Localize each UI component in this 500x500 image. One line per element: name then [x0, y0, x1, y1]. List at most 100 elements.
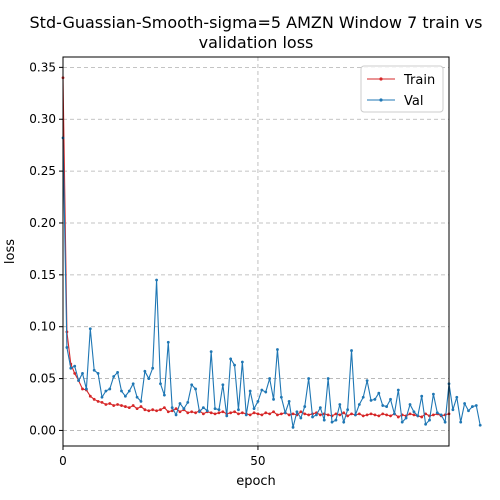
- data-point-val: [233, 363, 236, 367]
- data-point-val: [342, 420, 346, 424]
- data-point-train: [112, 404, 116, 407]
- data-point-val: [100, 395, 104, 399]
- data-point-train: [307, 413, 311, 417]
- data-point-train: [350, 412, 353, 416]
- data-point-train: [377, 414, 381, 418]
- data-point-val: [396, 388, 400, 392]
- data-point-val: [416, 414, 420, 418]
- data-point-val: [272, 397, 275, 401]
- data-point-val: [65, 346, 69, 349]
- data-point-val: [470, 405, 474, 408]
- data-point-train: [357, 412, 361, 416]
- data-point-val: [459, 420, 463, 424]
- data-point-train: [303, 412, 307, 416]
- data-point-train: [268, 412, 272, 416]
- chart-title-line-1: Std-Guassian-Smooth-sigma=5 AMZN Window …: [30, 13, 483, 32]
- data-point-val: [299, 416, 303, 420]
- data-point-val: [240, 360, 244, 364]
- data-point-val: [432, 392, 435, 396]
- data-point-val: [225, 414, 229, 418]
- data-point-train: [432, 413, 435, 417]
- data-point-train: [73, 371, 77, 375]
- y-tick-label: 0.15: [29, 268, 56, 282]
- data-point-train: [221, 410, 225, 414]
- data-point-val: [303, 405, 307, 408]
- data-point-train: [139, 405, 143, 408]
- legend-marker-train: [379, 77, 383, 81]
- data-point-val: [217, 408, 221, 412]
- data-point-train: [92, 397, 96, 401]
- data-point-val: [96, 371, 100, 375]
- data-point-train: [100, 401, 104, 404]
- y-tick-label: 0.20: [29, 216, 56, 230]
- data-point-val: [252, 407, 256, 411]
- data-point-train: [365, 413, 369, 417]
- data-point-train: [291, 412, 295, 416]
- data-point-train: [318, 413, 322, 417]
- y-tick-label: 0.30: [29, 112, 56, 126]
- data-point-val: [455, 395, 459, 399]
- data-point-val: [120, 389, 123, 393]
- data-point-train: [237, 412, 240, 416]
- data-point-val: [369, 398, 373, 402]
- data-point-val: [381, 404, 385, 407]
- data-point-train: [233, 410, 236, 414]
- data-point-val: [248, 389, 252, 393]
- data-point-val: [155, 278, 158, 282]
- data-point-val: [135, 395, 139, 399]
- data-point-train: [194, 411, 197, 415]
- data-point-val: [186, 401, 190, 404]
- data-point-val: [209, 350, 213, 353]
- data-point-train: [123, 405, 127, 408]
- data-point-train: [201, 412, 205, 416]
- data-point-train: [424, 412, 428, 416]
- data-point-train: [381, 412, 385, 416]
- data-point-train: [127, 406, 131, 410]
- data-point-val: [377, 391, 381, 395]
- data-point-val: [361, 395, 365, 399]
- data-point-train: [174, 407, 178, 411]
- data-point-val: [354, 413, 357, 417]
- data-point-train: [342, 411, 346, 415]
- data-point-val: [198, 410, 201, 414]
- data-point-train: [408, 412, 412, 416]
- data-point-train: [147, 409, 151, 413]
- data-point-val: [256, 399, 260, 403]
- data-point-train: [178, 410, 182, 414]
- plot-frame: [62, 56, 450, 447]
- data-point-train: [166, 410, 170, 414]
- data-point-train: [116, 403, 119, 406]
- data-point-val: [451, 408, 455, 412]
- data-point-val: [159, 382, 162, 386]
- data-point-train: [162, 406, 166, 410]
- y-tick-label: 0.35: [29, 60, 56, 74]
- data-point-val: [162, 393, 166, 397]
- data-point-val: [311, 415, 314, 419]
- data-point-val: [166, 340, 170, 344]
- data-point-val: [276, 348, 279, 351]
- data-point-train: [373, 413, 377, 417]
- data-point-val: [170, 406, 174, 410]
- data-point-train: [217, 411, 221, 415]
- data-point-val: [424, 422, 428, 426]
- data-point-train: [135, 407, 139, 411]
- x-axis-label: epoch: [236, 474, 276, 489]
- series-val: [61, 136, 482, 429]
- data-point-train: [143, 408, 147, 412]
- data-point-val: [334, 418, 338, 422]
- data-point-train: [96, 399, 100, 403]
- data-point-val: [73, 364, 77, 368]
- data-point-train: [81, 387, 84, 391]
- data-point-train: [120, 404, 123, 407]
- data-point-train: [240, 411, 244, 415]
- legend-label-val: Val: [404, 94, 423, 109]
- data-point-val: [88, 327, 92, 331]
- data-point-train: [276, 413, 279, 417]
- data-point-train: [104, 403, 108, 406]
- data-point-val: [116, 370, 119, 374]
- y-tick-label: 0.10: [29, 320, 56, 334]
- y-tick-label: 0.25: [29, 164, 56, 178]
- data-point-train: [260, 413, 264, 417]
- series-group: [61, 76, 482, 429]
